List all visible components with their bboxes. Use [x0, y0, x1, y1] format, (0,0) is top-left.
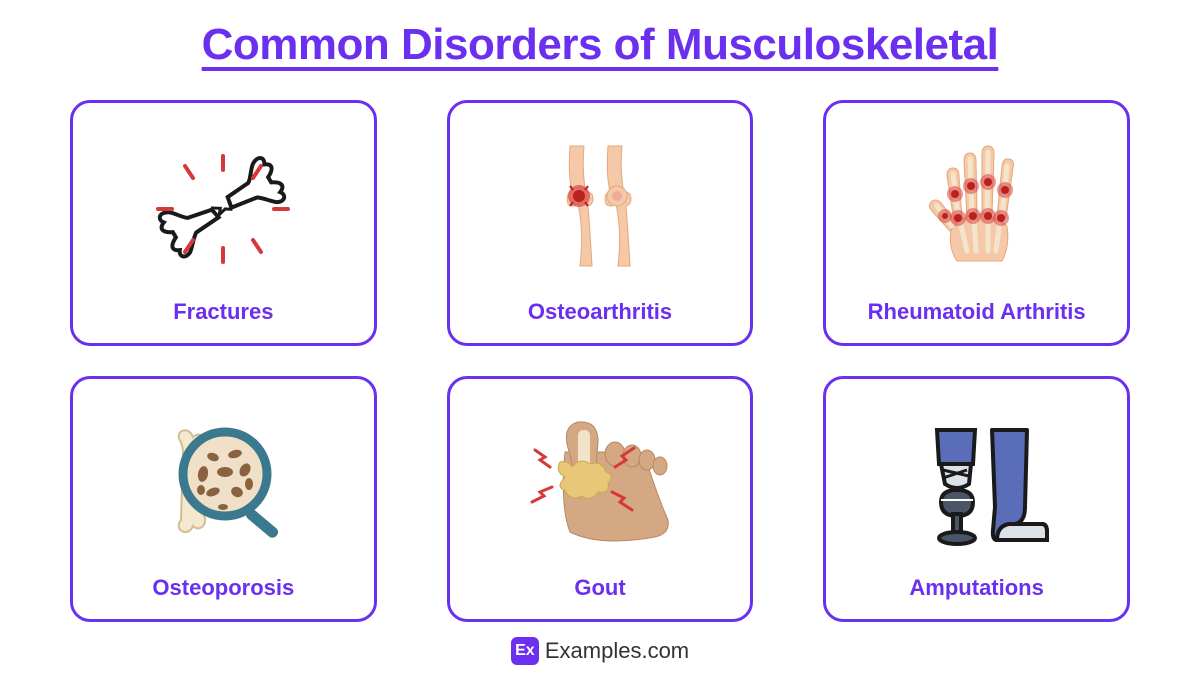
footer-logo: Ex [511, 637, 539, 665]
osteoarthritis-icon [460, 118, 741, 299]
gout-icon [460, 394, 741, 575]
card-osteoporosis: Osteoporosis [70, 376, 377, 622]
card-rheumatoid: Rheumatoid Arthritis [823, 100, 1130, 346]
card-label: Osteoarthritis [528, 299, 672, 325]
card-fractures: Fractures [70, 100, 377, 346]
card-label: Gout [574, 575, 625, 601]
fracture-icon [83, 118, 364, 299]
rheumatoid-icon [836, 118, 1117, 299]
footer-text: Examples.com [545, 638, 689, 664]
footer: Ex Examples.com [50, 637, 1150, 665]
card-label: Amputations [909, 575, 1043, 601]
card-label: Rheumatoid Arthritis [868, 299, 1086, 325]
card-label: Fractures [173, 299, 273, 325]
card-gout: Gout [447, 376, 754, 622]
osteoporosis-icon [83, 394, 364, 575]
page-title: Common Disorders of Musculoskeletal [50, 20, 1150, 70]
card-osteoarthritis: Osteoarthritis [447, 100, 754, 346]
cards-grid: Fractures [50, 100, 1150, 622]
card-label: Osteoporosis [152, 575, 294, 601]
card-amputations: Amputations [823, 376, 1130, 622]
amputation-icon [836, 394, 1117, 575]
